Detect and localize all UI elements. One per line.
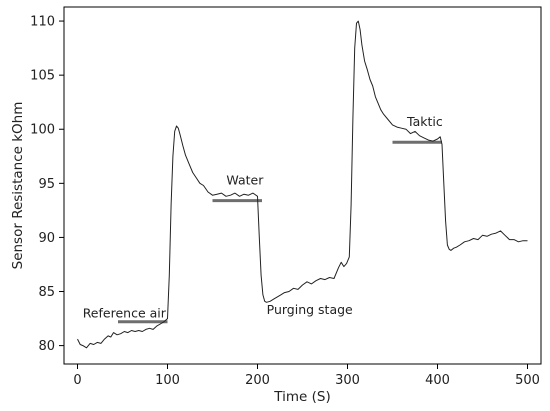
annotation-label: Purging stage: [267, 302, 353, 317]
x-axis-label: Time (S): [273, 389, 330, 405]
series-group: [77, 20, 528, 349]
annotation-label: Reference air: [83, 305, 167, 320]
annotations: Reference air Water Purging stage Taktic: [83, 114, 443, 320]
x-tick-label: 500: [515, 373, 540, 388]
x-tick-label: 0: [73, 373, 81, 388]
x-axis: 0 100 200 300 400 500: [73, 364, 540, 388]
stage-markers: [118, 140, 442, 324]
plot-frame: [63, 6, 542, 365]
y-tick-label: 110: [30, 15, 55, 30]
x-tick-label: 200: [245, 373, 270, 388]
y-tick-label: 105: [30, 69, 55, 84]
x-tick-label: 400: [425, 373, 450, 388]
y-axis: 80 85 90 95 100 105 110: [30, 15, 64, 354]
y-axis-label: Sensor Resistance kOhm: [10, 102, 26, 270]
y-tick-label: 90: [38, 231, 55, 246]
y-tick-label: 80: [38, 339, 55, 354]
y-tick-label: 95: [38, 177, 55, 192]
series-line: [77, 20, 528, 349]
y-tick-label: 85: [38, 285, 55, 300]
annotation-label: Taktic: [406, 114, 443, 129]
y-tick-label: 100: [30, 123, 55, 138]
annotation-label: Water: [226, 172, 264, 187]
x-tick-label: 300: [335, 373, 360, 388]
x-tick-label: 100: [155, 373, 180, 388]
